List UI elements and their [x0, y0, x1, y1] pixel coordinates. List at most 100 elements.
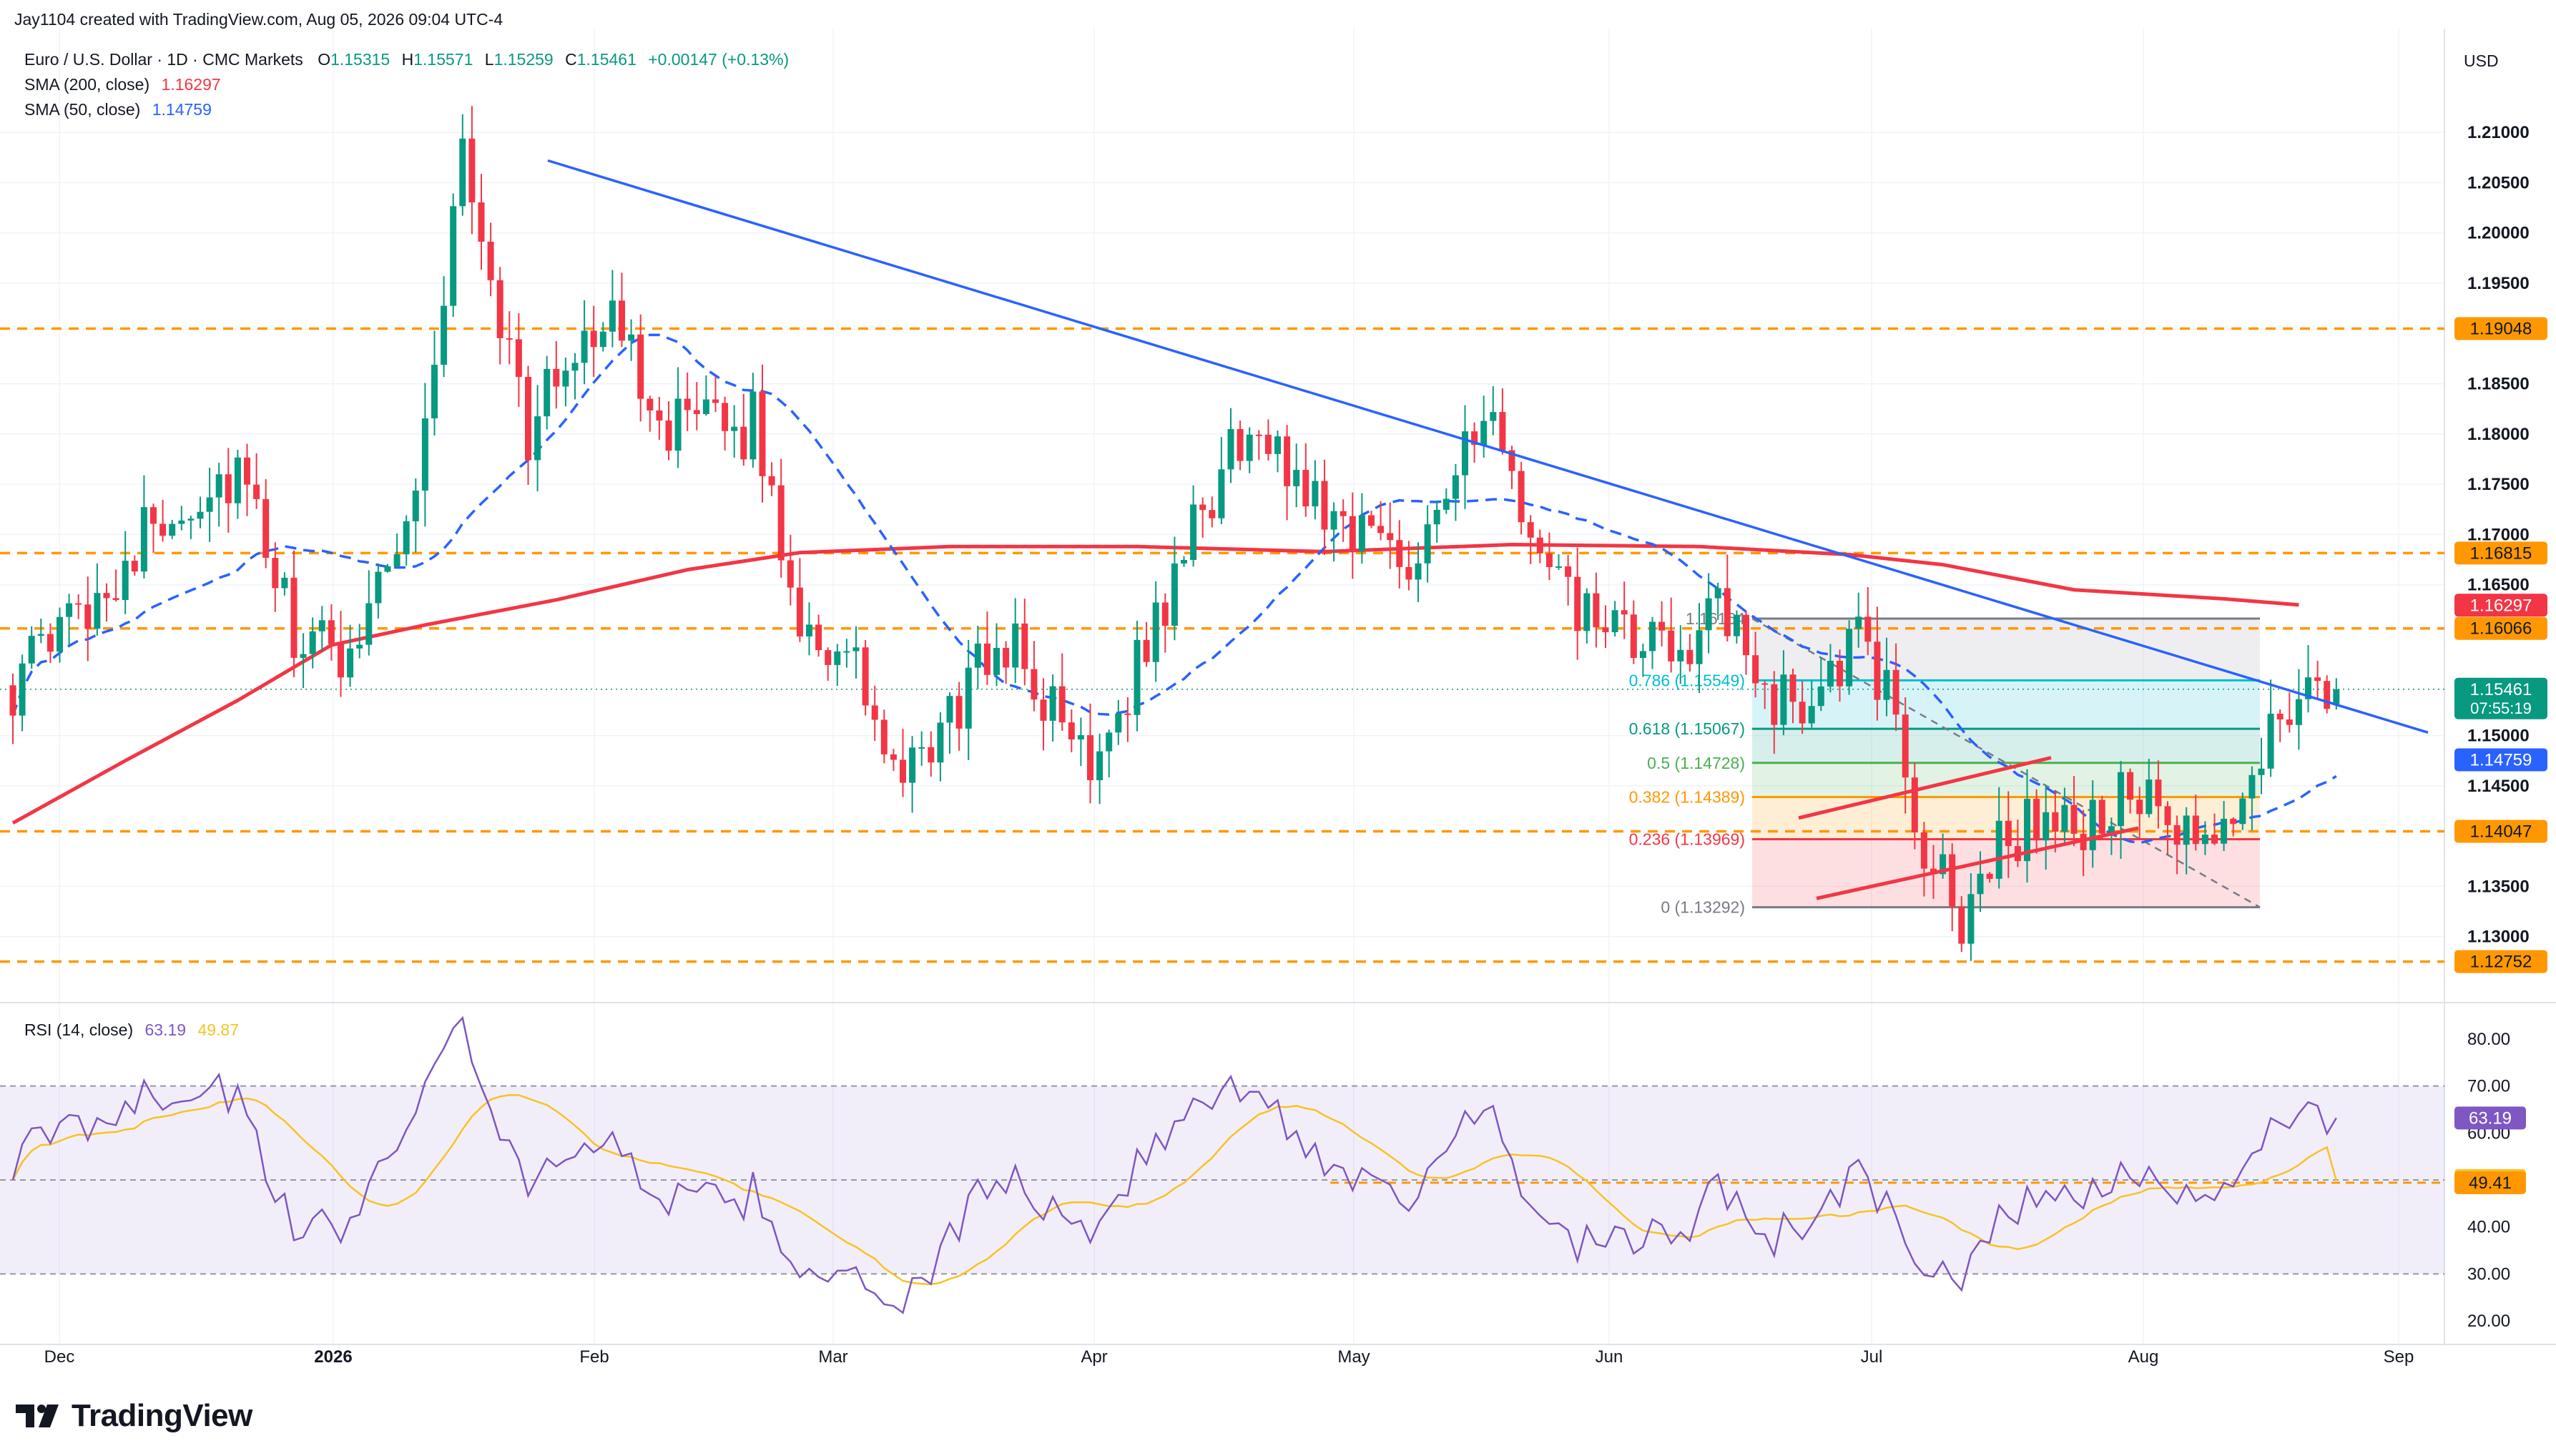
candle-body	[2098, 800, 2105, 834]
candle	[1995, 787, 2002, 889]
candle-body	[722, 403, 729, 431]
tradingview-logo[interactable]: TradingView	[16, 1398, 252, 1434]
candle	[384, 564, 391, 573]
candle-body	[702, 399, 709, 414]
wedge-upper-line	[1798, 756, 2052, 820]
candle-body	[1639, 651, 1646, 659]
candle-body	[1808, 706, 1815, 724]
candle-body	[1264, 434, 1272, 454]
candle-body	[2314, 677, 2321, 682]
candle-body	[1124, 713, 1131, 715]
candle	[1574, 547, 1581, 660]
candle-body	[553, 368, 560, 387]
grid	[0, 29, 2556, 1345]
candle-body	[468, 138, 476, 202]
candle	[2080, 810, 2087, 877]
candle	[2118, 761, 2124, 860]
candle-body	[796, 587, 803, 636]
candle-body	[590, 330, 597, 348]
candle-body	[1940, 854, 1947, 875]
candle	[441, 276, 448, 378]
sma50-legend[interactable]: SMA (50, close) 1.14759	[24, 100, 212, 119]
candle	[825, 647, 832, 681]
candle-body	[75, 603, 82, 605]
sma200-legend[interactable]: SMA (200, close) 1.16297	[24, 75, 221, 94]
candle-body	[1771, 684, 1778, 725]
candle-body	[965, 667, 972, 729]
candle-body	[1049, 686, 1056, 721]
candle-body	[2248, 774, 2256, 799]
candle-body	[2286, 719, 2293, 725]
candle-body	[1349, 516, 1356, 551]
candle	[1658, 601, 1666, 646]
candle-body	[459, 138, 466, 207]
candle-body	[1799, 702, 1806, 724]
candle-body	[1611, 610, 1618, 633]
candle-body	[1911, 777, 1918, 832]
candle	[796, 558, 803, 642]
ohlc-close: C1.15461	[565, 50, 636, 69]
candle-body	[993, 647, 1000, 675]
candle	[159, 499, 167, 542]
candle-body	[2276, 714, 2284, 720]
candle	[356, 624, 363, 659]
candle-body	[777, 485, 785, 561]
candle	[2192, 795, 2199, 851]
candle-body	[515, 339, 522, 378]
candle	[328, 604, 335, 661]
candle-body	[290, 577, 298, 658]
candle	[103, 583, 110, 622]
candle-body	[1284, 436, 1291, 486]
candle	[28, 626, 35, 669]
candle	[206, 468, 213, 542]
currency-label[interactable]: USD	[2464, 51, 2499, 70]
candle-body	[1068, 722, 1075, 740]
price-badge-label: 1.15461	[2470, 680, 2532, 699]
candle	[375, 563, 382, 619]
candle	[262, 479, 270, 569]
candle	[1396, 520, 1403, 589]
candle	[581, 300, 588, 385]
rsi-legend[interactable]: RSI (14, close) 63.19 49.87	[24, 1020, 239, 1040]
price-tick-label: 1.13500	[2467, 877, 2530, 896]
descending-trendline	[547, 159, 2429, 734]
candle	[19, 654, 26, 732]
candle	[1021, 599, 1028, 686]
candle-body	[356, 644, 363, 649]
candle-body	[122, 561, 129, 601]
candle	[2201, 821, 2208, 855]
candle-body	[2239, 798, 2246, 825]
rsi-pane	[0, 1015, 2444, 1314]
price-badge: 1.19048	[2454, 317, 2547, 340]
candle-body	[225, 474, 232, 503]
candle	[880, 709, 888, 764]
candle-body	[1602, 627, 1609, 633]
candle	[909, 736, 916, 813]
candle-body	[2324, 681, 2331, 709]
candle	[1883, 637, 1890, 717]
candle-body	[1424, 524, 1431, 564]
rsi-badge-label: 49.41	[2469, 1174, 2512, 1193]
time-tick-label: Apr	[1081, 1347, 1107, 1367]
candle-body	[1583, 593, 1591, 631]
candle-body	[1377, 526, 1385, 533]
candle-body	[1405, 566, 1412, 580]
candle	[94, 563, 101, 636]
candle	[403, 515, 410, 566]
candle	[1161, 593, 1169, 653]
candle	[187, 516, 195, 539]
candle	[2211, 813, 2218, 845]
candle	[1771, 671, 1778, 754]
candle	[1134, 621, 1141, 732]
candle	[562, 357, 569, 407]
candle-body	[2173, 825, 2181, 845]
candle-body	[871, 705, 878, 720]
price-badge-label: 1.14047	[2470, 822, 2532, 842]
candle-body	[740, 426, 747, 460]
candle-body	[1527, 522, 1534, 538]
candle	[1490, 386, 1497, 436]
candle	[974, 626, 981, 689]
candle-body	[1883, 669, 1890, 700]
candle-body	[1958, 906, 1965, 944]
